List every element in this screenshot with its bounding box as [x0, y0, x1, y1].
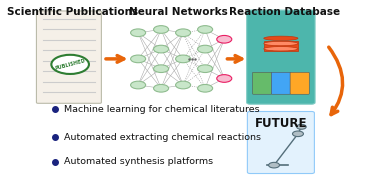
FancyBboxPatch shape [247, 10, 315, 104]
FancyBboxPatch shape [264, 41, 298, 50]
Circle shape [130, 29, 146, 37]
FancyBboxPatch shape [247, 112, 314, 173]
Circle shape [176, 29, 191, 37]
Circle shape [198, 65, 213, 73]
Circle shape [51, 55, 89, 74]
Ellipse shape [264, 36, 298, 41]
Circle shape [130, 81, 146, 89]
Circle shape [297, 124, 306, 129]
Text: FUTURE: FUTURE [255, 117, 307, 130]
Text: Machine learning for chemical literatures: Machine learning for chemical literature… [64, 105, 259, 114]
FancyBboxPatch shape [271, 72, 290, 94]
Ellipse shape [264, 47, 298, 51]
Text: PUBLISHED: PUBLISHED [54, 58, 86, 71]
Circle shape [153, 84, 169, 92]
Ellipse shape [264, 41, 298, 46]
Text: Reaction Database: Reaction Database [229, 7, 340, 17]
Circle shape [176, 55, 191, 63]
Circle shape [269, 162, 279, 168]
Circle shape [293, 131, 304, 137]
Circle shape [176, 81, 191, 89]
Circle shape [153, 45, 169, 53]
Text: Automated synthesis platforms: Automated synthesis platforms [64, 157, 213, 166]
Text: Neural Networks: Neural Networks [129, 7, 228, 17]
Circle shape [153, 26, 169, 33]
Circle shape [198, 84, 213, 92]
Circle shape [130, 55, 146, 63]
Circle shape [198, 45, 213, 53]
FancyBboxPatch shape [290, 72, 309, 94]
FancyBboxPatch shape [253, 72, 272, 94]
FancyBboxPatch shape [36, 11, 101, 103]
Circle shape [153, 65, 169, 73]
FancyArrowPatch shape [329, 47, 342, 115]
Circle shape [217, 75, 232, 82]
Text: Automated extracting chemical reactions: Automated extracting chemical reactions [64, 133, 261, 142]
Circle shape [198, 26, 213, 33]
Text: Scientific Publications: Scientific Publications [7, 7, 138, 17]
Circle shape [217, 35, 232, 43]
